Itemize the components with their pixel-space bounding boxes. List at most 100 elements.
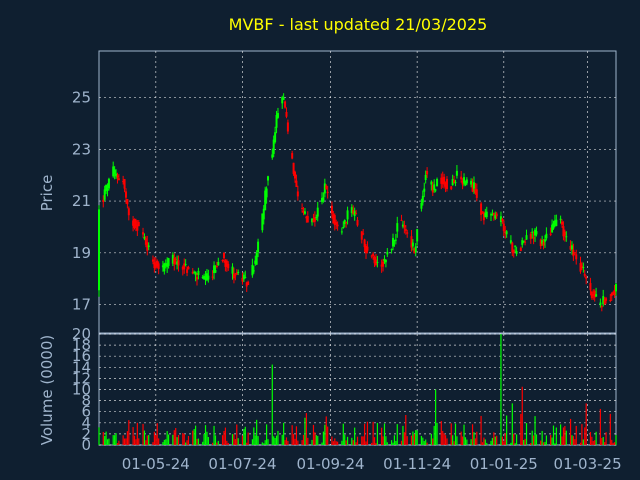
candle-body bbox=[491, 213, 494, 216]
candle-body bbox=[501, 218, 504, 222]
candle-body bbox=[282, 98, 285, 100]
candle-body bbox=[440, 177, 443, 184]
candle-body bbox=[401, 224, 404, 227]
candle-body bbox=[340, 231, 343, 233]
candle-body bbox=[204, 277, 207, 280]
candle-body bbox=[426, 170, 429, 175]
candle-body bbox=[221, 260, 224, 262]
candle-body bbox=[136, 224, 139, 231]
candle-body bbox=[610, 293, 613, 297]
x-tick-label: 01-05-24 bbox=[122, 455, 190, 473]
candle-body bbox=[541, 240, 544, 244]
candle-body bbox=[485, 211, 488, 218]
candle-body bbox=[205, 273, 208, 281]
candle-body bbox=[294, 171, 297, 179]
candle-body bbox=[335, 222, 338, 225]
candle-body bbox=[98, 209, 100, 291]
candle-body bbox=[166, 263, 169, 267]
candle-body bbox=[211, 276, 214, 278]
candle-body bbox=[400, 219, 403, 221]
candle-body bbox=[183, 263, 186, 270]
candle-body bbox=[600, 306, 603, 308]
candle-body bbox=[583, 273, 586, 276]
candle-body bbox=[124, 191, 127, 198]
candle-body bbox=[156, 260, 159, 267]
candle-body bbox=[463, 177, 466, 184]
candle-body bbox=[296, 191, 299, 197]
candle-body bbox=[441, 177, 444, 185]
candle-body bbox=[602, 296, 605, 305]
x-tick-label: 01-11-24 bbox=[383, 455, 451, 473]
candle-body bbox=[573, 252, 576, 254]
candle-body bbox=[542, 241, 545, 246]
candle-body bbox=[301, 207, 304, 209]
candle-body bbox=[592, 293, 595, 296]
candle-body bbox=[471, 184, 474, 192]
candle-body bbox=[122, 181, 125, 183]
candle-body bbox=[585, 277, 588, 279]
candle-body bbox=[284, 101, 287, 108]
candle-body bbox=[386, 252, 389, 255]
candle-body bbox=[431, 185, 434, 193]
candle-body bbox=[264, 190, 267, 211]
candle-body bbox=[562, 226, 565, 237]
candle-body bbox=[164, 263, 167, 267]
candle-body bbox=[173, 258, 176, 265]
candle-body bbox=[271, 154, 274, 158]
volume-tick-label: 0 bbox=[81, 436, 91, 454]
candle-body bbox=[374, 259, 377, 265]
candle-body bbox=[224, 260, 227, 267]
candle-body bbox=[543, 239, 546, 242]
candle-body bbox=[184, 264, 187, 266]
candle-body bbox=[325, 185, 328, 190]
candle-body bbox=[559, 218, 562, 220]
candle-body bbox=[315, 216, 318, 218]
candle-body bbox=[383, 258, 386, 262]
candle-body bbox=[143, 237, 146, 239]
candle-body bbox=[553, 220, 556, 225]
candle-body bbox=[127, 208, 130, 216]
volume-tick-label: 18 bbox=[72, 336, 91, 354]
candle-body bbox=[105, 185, 108, 192]
candle-body bbox=[252, 270, 255, 272]
candle-body bbox=[451, 179, 454, 186]
candle-body bbox=[144, 238, 147, 245]
candle-body bbox=[580, 265, 583, 268]
price-panel-frame bbox=[98, 50, 617, 334]
volume-tick-label: 4 bbox=[81, 414, 91, 432]
candle-body bbox=[444, 182, 447, 187]
candle-body bbox=[423, 188, 426, 192]
candle-body bbox=[112, 166, 115, 177]
candle-body bbox=[609, 299, 612, 301]
candle-body bbox=[569, 245, 572, 250]
candle-body bbox=[113, 169, 116, 174]
candle-body bbox=[326, 191, 329, 194]
candle-body bbox=[286, 122, 289, 132]
candle-body bbox=[142, 232, 145, 235]
candle-body bbox=[416, 229, 419, 242]
candle-body bbox=[495, 213, 498, 217]
candle-body bbox=[382, 261, 385, 267]
candle-body bbox=[276, 113, 279, 118]
chart-title: MVBF - last updated 21/03/2025 bbox=[229, 15, 488, 34]
candle-body bbox=[197, 270, 200, 275]
volume-tick-label: 14 bbox=[72, 358, 91, 376]
candle-body bbox=[595, 294, 598, 297]
price-axis-label: Price bbox=[38, 175, 56, 212]
candle-body bbox=[336, 224, 339, 227]
candle-body bbox=[320, 197, 323, 202]
candle-body bbox=[365, 245, 368, 254]
volume-tick-label: 10 bbox=[72, 381, 91, 399]
candle-body bbox=[157, 263, 160, 269]
candle-body bbox=[481, 211, 484, 214]
candle-body bbox=[227, 263, 230, 269]
candle-body bbox=[535, 231, 538, 235]
x-tick-label: 01-03-25 bbox=[554, 455, 622, 473]
candle-body bbox=[207, 275, 210, 280]
price-tick-label: 17 bbox=[72, 296, 91, 314]
candle-body bbox=[360, 231, 363, 240]
candle-body bbox=[370, 255, 373, 257]
volume-axis-label: Volume (0000) bbox=[38, 335, 56, 445]
